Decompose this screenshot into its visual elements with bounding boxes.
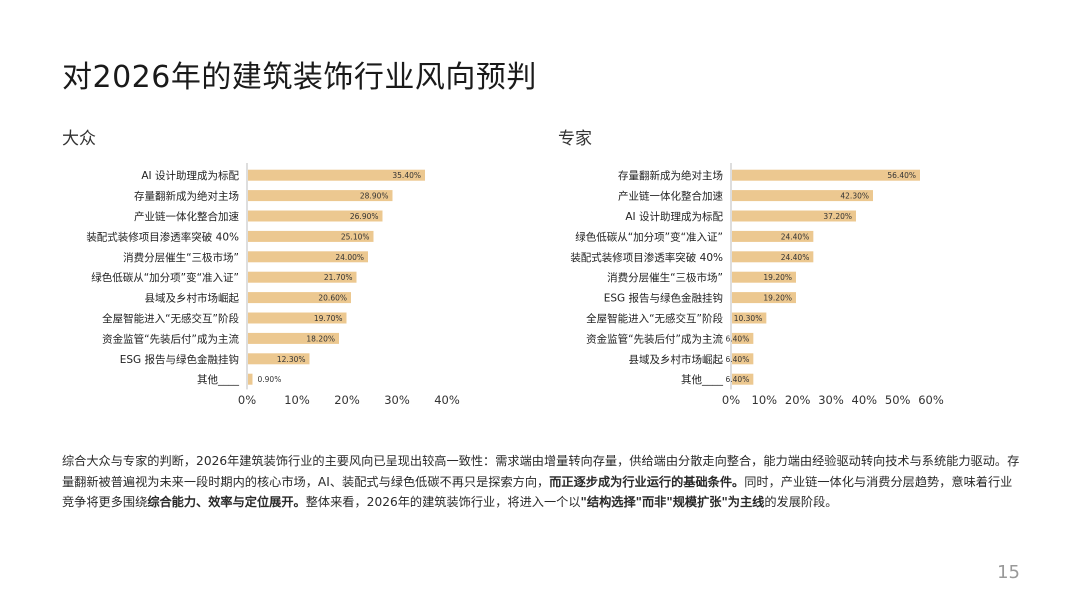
category-label: 绿色低碳从“加分项”变“准入证” <box>575 230 723 243</box>
x-tick-label: 60% <box>918 393 944 407</box>
category-label: 县域及乡村市场崛起 <box>629 353 724 366</box>
data-label: 24.40% <box>781 253 810 262</box>
summary-bold-text: "结构选择"而非"规模扩张"为主线 <box>580 495 765 510</box>
category-label: 存量翻新成为绝对主场 <box>134 190 239 203</box>
data-label: 37.20% <box>823 212 852 221</box>
bar <box>732 332 754 344</box>
x-tick-label: 30% <box>384 393 410 407</box>
bar <box>248 373 253 385</box>
bar <box>248 251 368 263</box>
category-label: 资金监管“先装后付”成为主流 <box>586 332 723 345</box>
data-label: 19.70% <box>314 314 343 323</box>
category-label: 资金监管“先装后付”成为主流 <box>102 332 239 345</box>
data-label: 56.40% <box>887 171 916 180</box>
summary-text: 整体来看，2026年的建筑装饰行业，将进入一个以 <box>305 495 581 510</box>
data-label: 6.40% <box>726 334 750 343</box>
chart-title-expert: 专家 <box>558 129 592 149</box>
data-label: 0.90% <box>258 375 282 384</box>
data-label: 42.30% <box>840 192 869 201</box>
category-label: 县域及乡村市场崛起 <box>145 292 240 305</box>
data-label: 6.40% <box>726 375 750 384</box>
x-tick-label: 20% <box>334 393 360 407</box>
data-label: 26.90% <box>350 212 379 221</box>
category-label: ESG 报告与绿色金融挂钩 <box>120 353 239 366</box>
x-tick-label: 0% <box>722 393 740 407</box>
bar <box>732 230 814 242</box>
x-tick-label: 10% <box>284 393 310 407</box>
bar <box>248 210 383 222</box>
category-label: ESG 报告与绿色金融挂钩 <box>604 292 723 305</box>
x-tick-label: 40% <box>852 393 878 407</box>
category-label: 装配式装修项目渗透率突破 40% <box>86 230 239 243</box>
category-label: AI 设计助理成为标配 <box>625 210 723 223</box>
category-label: 全屋智能进入“无感交互”阶段 <box>586 312 723 325</box>
bar <box>248 190 393 202</box>
data-label: 12.30% <box>277 355 306 364</box>
data-label: 19.20% <box>763 294 792 303</box>
category-label: 其他____ <box>681 373 724 386</box>
bar <box>248 312 347 324</box>
category-label: 产业链一体化整合加速 <box>618 190 723 203</box>
expert-bar-chart: 存量翻新成为绝对主场 56.40% 产业链一体化整合加速 42.30% AI 设计助理成… <box>570 163 944 407</box>
page-title: 对2026年的建筑装饰行业风向预判 <box>62 60 537 95</box>
bar <box>248 292 351 304</box>
page-number: 15 <box>997 562 1020 583</box>
bar <box>732 292 796 304</box>
data-label: 24.00% <box>335 253 364 262</box>
category-label: 全屋智能进入“无感交互”阶段 <box>102 312 239 325</box>
bar <box>732 251 814 263</box>
bar <box>732 312 767 324</box>
summary-paragraph: 综合大众与专家的判断，2026年建筑装饰行业的主要风向已呈现出较高一致性：需求端… <box>62 451 1022 513</box>
summary-bold-text: 综合能力、效率与定位展开。 <box>147 495 306 510</box>
data-label: 28.90% <box>360 192 389 201</box>
category-label: AI 设计助理成为标配 <box>141 169 239 182</box>
bar <box>248 271 357 283</box>
category-label: 存量翻新成为绝对主场 <box>618 169 723 182</box>
x-tick-label: 40% <box>434 393 460 407</box>
bar <box>248 230 374 242</box>
chart-title-public: 大众 <box>62 129 96 149</box>
data-label: 6.40% <box>726 355 750 364</box>
data-label: 25.10% <box>341 232 370 241</box>
data-label: 21.70% <box>324 273 353 282</box>
public-bar-chart: AI 设计助理成为标配 35.40% 存量翻新成为绝对主场 28.90% 产业链一体化整… <box>86 163 460 407</box>
category-label: 消费分层催生“三极市场” <box>123 251 239 264</box>
x-tick-label: 50% <box>885 393 911 407</box>
x-tick-label: 0% <box>238 393 256 407</box>
summary-text: 的发展阶段。 <box>764 495 838 510</box>
category-label: 产业链一体化整合加速 <box>134 210 239 223</box>
category-label: 其他____ <box>197 373 240 386</box>
bar <box>732 373 754 385</box>
category-label: 装配式装修项目渗透率突破 40% <box>570 251 723 264</box>
x-tick-label: 20% <box>785 393 811 407</box>
bar <box>732 190 873 202</box>
data-label: 35.40% <box>392 171 421 180</box>
data-label: 18.20% <box>306 334 335 343</box>
bar <box>732 169 920 181</box>
bar <box>248 169 425 181</box>
x-tick-label: 30% <box>818 393 844 407</box>
bar <box>248 353 310 365</box>
data-label: 19.20% <box>763 273 792 282</box>
x-tick-label: 10% <box>752 393 778 407</box>
bar <box>732 271 796 283</box>
data-label: 10.30% <box>734 314 763 323</box>
category-label: 绿色低碳从“加分项”变“准入证” <box>91 271 239 284</box>
data-label: 24.40% <box>781 232 810 241</box>
category-label: 消费分层催生“三极市场” <box>607 271 723 284</box>
bar <box>732 353 754 365</box>
summary-text: 同时，产业链一体化与消费分层趋势，意味着行业竞争将更多围绕 <box>62 474 1013 510</box>
data-label: 20.60% <box>318 294 347 303</box>
bar <box>248 332 339 344</box>
summary-bold-text: 而正逐步成为行业运行的基础条件。 <box>549 474 745 489</box>
summary-text: 综合大众与专家的判断，2026年建筑装饰行业的主要风向已呈现出较高一致性：需求端… <box>62 454 1020 489</box>
bar <box>732 210 856 222</box>
